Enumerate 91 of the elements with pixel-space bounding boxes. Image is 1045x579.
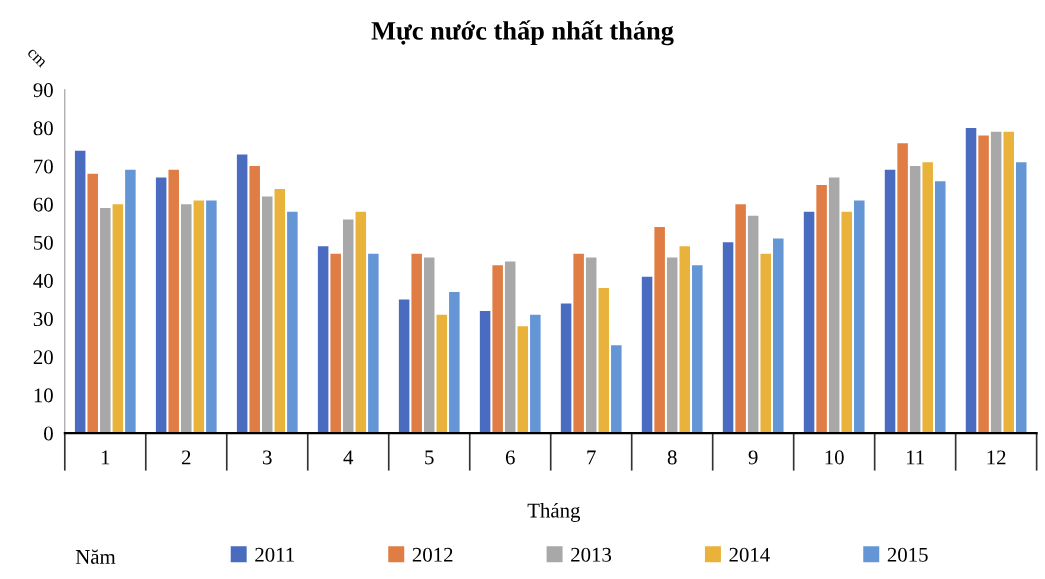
bar xyxy=(249,166,260,434)
bar xyxy=(368,253,379,434)
bar xyxy=(760,253,771,434)
y-tick-label: 20 xyxy=(33,350,53,365)
bar xyxy=(125,169,136,434)
x-tick-label: 7 xyxy=(587,450,596,465)
x-tick-label: 2 xyxy=(181,450,191,465)
bar xyxy=(773,238,784,434)
bar xyxy=(236,154,248,434)
bar xyxy=(641,276,653,434)
y-tick-label: 50 xyxy=(34,235,53,250)
bar xyxy=(112,204,124,434)
bar xyxy=(317,246,329,434)
bar xyxy=(935,181,946,434)
bar xyxy=(560,303,572,434)
bar xyxy=(100,208,111,434)
bar xyxy=(909,166,921,434)
bar xyxy=(747,215,759,434)
bar xyxy=(398,299,410,434)
y-tick-label: 40 xyxy=(33,273,53,288)
x-tick-label: 4 xyxy=(343,450,354,465)
bar xyxy=(1003,131,1014,434)
bar xyxy=(598,288,610,434)
bar xyxy=(74,150,86,434)
chart-title: Mực nước thấp nhất tháng xyxy=(371,20,674,46)
bar xyxy=(168,169,179,434)
legend-title: Năm xyxy=(75,549,116,564)
bar xyxy=(884,169,896,434)
bar xyxy=(193,200,205,434)
bar xyxy=(978,135,989,434)
bar xyxy=(816,185,827,434)
y-tick-label: 80 xyxy=(33,121,53,136)
bar xyxy=(965,127,977,434)
bar xyxy=(692,265,703,434)
bar xyxy=(287,211,298,434)
bar xyxy=(436,314,448,434)
legend-label: 2012 xyxy=(412,547,453,562)
bar xyxy=(654,227,665,434)
bar xyxy=(573,253,584,434)
bar xyxy=(990,131,1002,434)
x-axis-title: Tháng xyxy=(527,502,581,522)
y-tick-label: 0 xyxy=(44,426,53,441)
y-tick-label: 30 xyxy=(33,312,53,327)
bar xyxy=(897,143,908,434)
legend-label: 2014 xyxy=(729,547,770,562)
x-tick-label: 9 xyxy=(748,450,758,465)
bar xyxy=(411,253,422,434)
y-tick-label: 90 xyxy=(33,83,53,98)
bar xyxy=(423,257,435,434)
bar xyxy=(330,253,341,434)
x-tick-label: 5 xyxy=(425,450,434,465)
bar xyxy=(666,257,678,434)
x-tick-label: 3 xyxy=(263,450,272,465)
bar xyxy=(342,219,354,434)
bar xyxy=(274,188,286,434)
bar xyxy=(449,291,460,434)
bar xyxy=(585,257,597,434)
bar xyxy=(492,265,503,434)
bar xyxy=(355,211,367,434)
x-tick-label: 8 xyxy=(667,450,677,465)
bar xyxy=(517,326,529,434)
bar xyxy=(155,177,167,434)
x-tick-label: 6 xyxy=(505,450,515,465)
bar xyxy=(828,177,840,434)
y-tick-label: 60 xyxy=(33,197,53,212)
x-tick-label: 10 xyxy=(825,450,844,465)
y-tick-label: 70 xyxy=(34,159,53,174)
bar xyxy=(530,314,541,434)
bar xyxy=(181,204,192,434)
legend-label: 2013 xyxy=(571,547,612,562)
bar xyxy=(722,242,734,434)
bar xyxy=(87,173,98,434)
bar xyxy=(922,162,933,434)
bar xyxy=(803,211,815,434)
x-tick-label: 12 xyxy=(987,450,1006,465)
bar xyxy=(206,200,217,434)
x-tick-label: 1 xyxy=(101,450,110,465)
y-tick-label: 10 xyxy=(34,388,53,403)
bar xyxy=(854,200,865,434)
legend-label: 2015 xyxy=(887,547,928,562)
bar xyxy=(504,261,516,434)
bar xyxy=(611,345,622,434)
bar xyxy=(735,204,746,434)
bar xyxy=(479,311,491,434)
bar xyxy=(841,211,852,434)
bar xyxy=(679,246,691,434)
y-axis-title: cm xyxy=(26,48,47,68)
bar xyxy=(261,196,273,434)
bar xyxy=(1015,162,1027,434)
x-tick-label: 11 xyxy=(906,450,924,465)
legend-label: 2011 xyxy=(255,547,294,562)
